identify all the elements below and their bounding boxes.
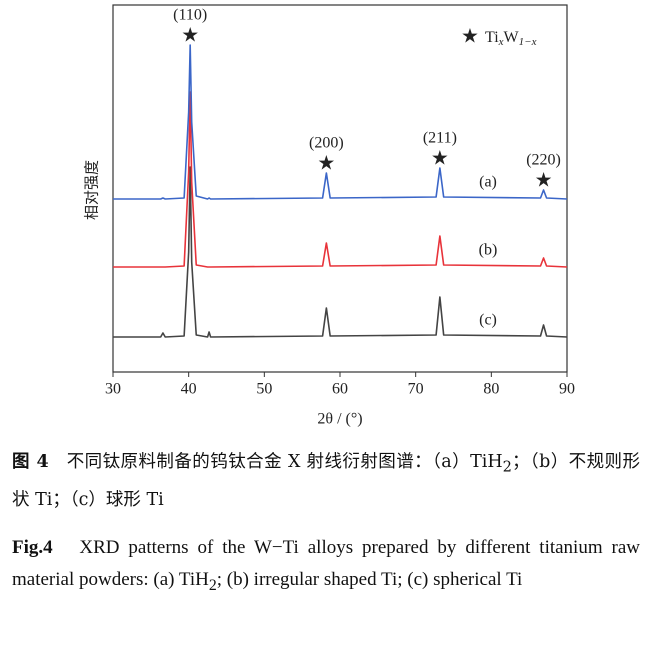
caption-text: 不同钛原料制备的钨钛合金 X 射线衍射图谱：（a）TiH: [66, 452, 503, 472]
caption-text: XRD patterns of the W−Ti alloys prepared…: [12, 537, 641, 590]
legend-symbol: ★: [461, 26, 479, 48]
caption-sub: 2: [208, 576, 217, 594]
legend: ★ TixW1−x: [461, 26, 537, 48]
peak-label: (200): [309, 135, 344, 152]
series-label: (a): [479, 174, 497, 191]
x-tick-label: 40: [181, 381, 197, 398]
y-axis-label: 相对强度: [83, 160, 101, 220]
legend-part: 1−x: [519, 36, 537, 48]
fig-number: Fig.4: [12, 537, 53, 558]
legend-part: Ti: [485, 29, 499, 46]
legend-part: x: [498, 36, 504, 48]
peak-star: ★: [431, 148, 449, 170]
caption-text: ; (b) irregular shaped Ti; (c) spherical…: [216, 569, 523, 590]
peak-label: (220): [526, 152, 561, 169]
peak-label: (110): [173, 7, 207, 24]
series-label: (c): [479, 312, 497, 329]
caption-cn: 图 4 不同钛原料制备的钨钛合金 X 射线衍射图谱：（a）TiH2；（b）不规则…: [12, 446, 640, 516]
x-tick-label: 30: [105, 381, 121, 398]
fig-number: 图 4: [12, 452, 49, 472]
x-tick-label: 50: [256, 381, 272, 398]
caption-sub: 2: [502, 458, 512, 476]
peak-star: ★: [317, 153, 335, 175]
x-tick-label: 80: [483, 381, 499, 398]
legend-part: W: [504, 29, 520, 46]
peak-label: (211): [423, 130, 457, 147]
caption-en: Fig.4 XRD patterns of the W−Ti alloys pr…: [12, 532, 640, 602]
peak-star: ★: [535, 170, 553, 192]
x-axis-label: 2θ / (°): [317, 411, 362, 428]
x-tick-label: 60: [332, 381, 348, 398]
series-line: [113, 44, 568, 200]
series-label: (b): [479, 242, 498, 259]
series-line: [113, 166, 568, 338]
legend-label: TixW1−x: [485, 29, 537, 48]
x-tick-label: 90: [559, 381, 575, 398]
plot-frame: [112, 4, 568, 373]
x-tick-label: 70: [408, 381, 424, 398]
series-line: [113, 91, 568, 268]
chart: 相对强度 2θ / (°) ★ TixW1−x 30 40 50 60 70 80 90 (c…: [83, 4, 575, 428]
caption-text: ；（b）不规则形状 Ti；（c）球形 Ti: [12, 452, 640, 510]
peak-star: ★: [181, 25, 199, 47]
